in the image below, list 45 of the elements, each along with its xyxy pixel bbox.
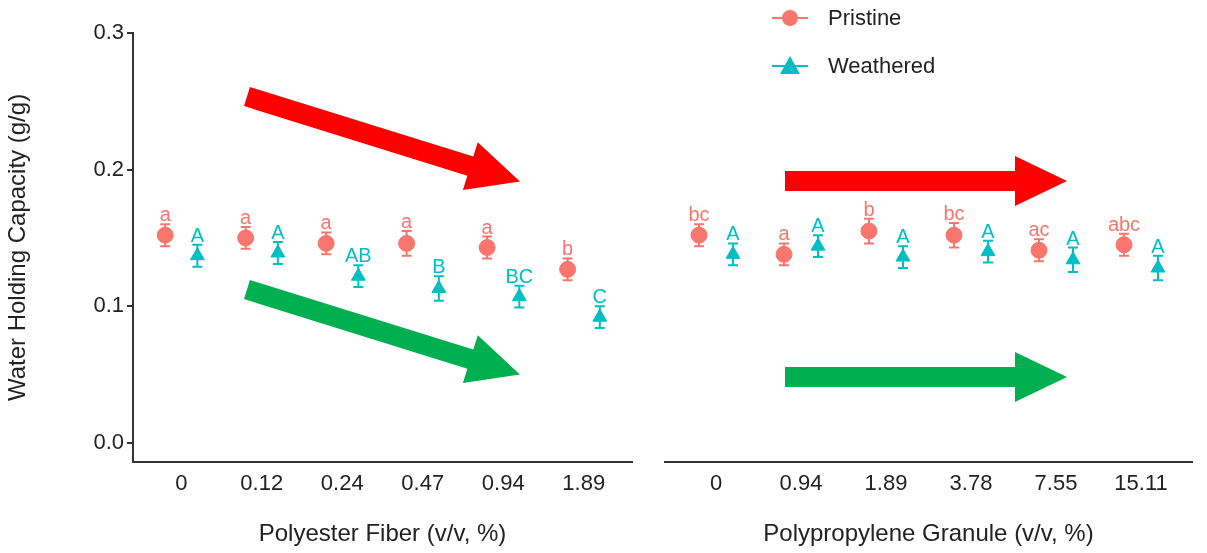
- annotation: A: [726, 222, 741, 245]
- annotation: A: [271, 221, 286, 244]
- legend-label: Pristine: [828, 5, 902, 31]
- y-tick-label: 0.1: [93, 292, 124, 318]
- x-tick-label: 3.78: [949, 470, 993, 496]
- annotation: a: [240, 206, 253, 229]
- legend-label: Weathered: [828, 53, 936, 79]
- y-axis-title: Water Holding Capacity (g/g): [3, 93, 31, 402]
- annotation: C: [592, 285, 608, 308]
- annotation: A: [981, 219, 996, 242]
- annotation: A: [1151, 234, 1166, 257]
- x-tick-label: 15.11: [1114, 470, 1168, 496]
- annotation: A: [1066, 226, 1081, 249]
- y-tick-label: 0.3: [93, 19, 124, 45]
- annotation: B: [432, 255, 446, 278]
- annotation: A: [811, 214, 826, 237]
- x-axis-title: Polypropylene Granule (v/v, %): [763, 519, 1094, 547]
- x-tick-label: 0.47: [401, 470, 445, 496]
- annotation: a: [481, 215, 494, 238]
- x-tick-label: 0.94: [779, 470, 823, 496]
- annotation: a: [320, 211, 333, 234]
- annotation: b: [562, 237, 574, 260]
- x-tick-label: 1.89: [864, 470, 908, 496]
- annotation: bc: [943, 201, 965, 224]
- annotation: A: [190, 223, 205, 246]
- annotation: a: [401, 210, 414, 233]
- annotation: A: [896, 225, 911, 248]
- x-tick-label: 0.12: [240, 470, 284, 496]
- y-tick-label: 0.0: [93, 428, 124, 454]
- x-tick-label: 0.94: [481, 470, 525, 496]
- x-tick-label: 7.55: [1034, 470, 1078, 496]
- annotation: abc: [1107, 212, 1141, 235]
- x-tick-label: 0.24: [320, 470, 364, 496]
- annotation: bc: [688, 203, 710, 226]
- x-tick-label: 0: [709, 470, 723, 496]
- x-tick-label: 0: [175, 470, 188, 496]
- annotation: b: [863, 197, 875, 220]
- x-axis-title: Polyester Fiber (v/v, %): [258, 519, 507, 547]
- annotation: a: [159, 203, 172, 226]
- x-tick-label: 1.89: [562, 470, 606, 496]
- y-tick-label: 0.2: [93, 155, 124, 181]
- annotation: AB: [345, 244, 372, 267]
- annotation: ac: [1028, 218, 1050, 241]
- annotation: BC: [505, 264, 534, 287]
- annotation: a: [778, 222, 791, 245]
